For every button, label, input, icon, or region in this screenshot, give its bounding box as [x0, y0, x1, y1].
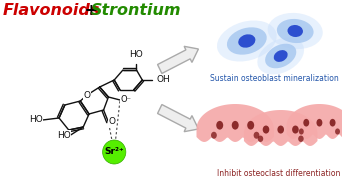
Polygon shape	[244, 110, 317, 146]
Ellipse shape	[330, 119, 336, 127]
Ellipse shape	[292, 125, 299, 134]
Ellipse shape	[227, 27, 267, 55]
Ellipse shape	[257, 38, 304, 74]
Ellipse shape	[211, 132, 217, 139]
Text: O: O	[108, 118, 115, 126]
Ellipse shape	[247, 121, 254, 130]
Polygon shape	[157, 105, 198, 132]
Text: Inhibit osteoclast differentiation: Inhibit osteoclast differentiation	[217, 169, 340, 178]
Ellipse shape	[268, 13, 323, 49]
Ellipse shape	[263, 125, 269, 134]
Text: Flavonoids: Flavonoids	[3, 3, 100, 18]
Text: HO: HO	[57, 130, 71, 139]
Text: Sustain osteoblast mineralization: Sustain osteoblast mineralization	[210, 74, 338, 83]
Ellipse shape	[217, 20, 277, 62]
Ellipse shape	[238, 34, 256, 48]
Polygon shape	[287, 104, 352, 139]
Text: O⁻: O⁻	[120, 95, 131, 105]
Text: +: +	[79, 3, 104, 18]
Ellipse shape	[265, 44, 296, 68]
Ellipse shape	[274, 50, 288, 62]
Ellipse shape	[258, 136, 263, 142]
Polygon shape	[157, 46, 198, 74]
Ellipse shape	[216, 121, 223, 130]
Ellipse shape	[335, 128, 340, 135]
Circle shape	[103, 140, 126, 164]
Text: Strontium: Strontium	[91, 3, 181, 18]
Ellipse shape	[316, 119, 322, 127]
Ellipse shape	[287, 25, 303, 37]
Text: HO: HO	[29, 115, 43, 125]
Polygon shape	[197, 104, 274, 142]
Text: O: O	[84, 91, 91, 99]
Ellipse shape	[277, 125, 284, 134]
Text: HO: HO	[130, 50, 143, 59]
Ellipse shape	[299, 128, 304, 135]
Text: OH: OH	[157, 75, 170, 84]
Ellipse shape	[303, 119, 309, 127]
Ellipse shape	[277, 19, 313, 43]
Ellipse shape	[253, 132, 259, 139]
Ellipse shape	[232, 121, 239, 130]
Ellipse shape	[298, 136, 304, 142]
Text: Sr²⁺: Sr²⁺	[104, 147, 124, 156]
